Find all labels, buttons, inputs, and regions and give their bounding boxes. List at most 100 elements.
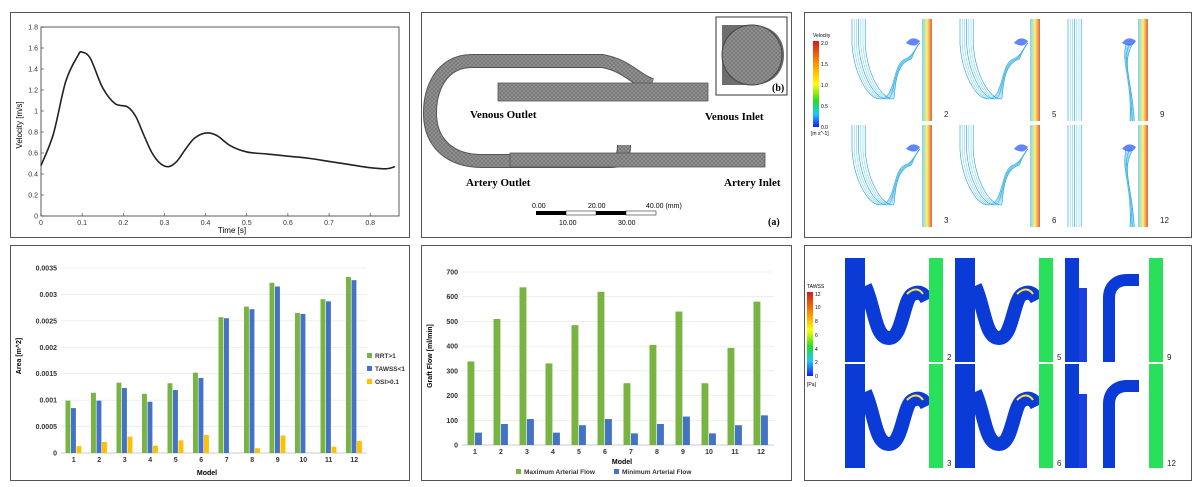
tawss-tile-model-6: 6 (955, 364, 1062, 468)
velocity-streamlines-figure: Velocity 2.0 1.5 1.0 0.5 0.0 [m s^-1] 2 5… (811, 19, 1169, 228)
flow-bar (657, 423, 664, 445)
velocity-ytick-label: 0.8 (28, 130, 38, 137)
geometry-diagram: Venous Outlet Venous Inlet Artery Outlet… (422, 16, 788, 228)
velocity-ytick-label: 0 (34, 214, 38, 221)
tawss-colorbar-tick: 8 (815, 319, 818, 325)
flow-legend-label: Minimum Arterial Flow (622, 469, 692, 476)
flow-xtick-label: 6 (603, 449, 607, 456)
scale-bar: 0.00 20.00 40.00 (mm) 10.00 30.00 (532, 203, 682, 227)
velocity-ytick-label: 0.6 (28, 151, 38, 158)
area-bar (193, 372, 198, 453)
flow-bar (623, 383, 631, 445)
flow-bar (571, 325, 579, 445)
area-bar (331, 446, 337, 453)
flow-bar (527, 419, 534, 445)
velocity-tile-model-3: 3 (851, 125, 949, 227)
area-bar (244, 306, 249, 453)
velocity-waveform-panel: 0 0.1 0.2 0.3 0.4 0.5 0.6 0.7 0.8 0 0.2 0.4 0.6 0.8 1 1… (10, 12, 410, 238)
velocity-tile-model-9: 9 (1067, 19, 1165, 122)
flow-ytick-label: 100 (446, 418, 458, 425)
area-bar (255, 448, 260, 453)
tawss-tile-model-9: 9 (1065, 258, 1172, 362)
flow-bar (579, 425, 586, 445)
velocity-line (40, 50, 396, 170)
area-xtick-label: 10 (299, 457, 307, 464)
flow-bar (761, 415, 768, 445)
area-xtick-label: 2 (97, 457, 101, 464)
cross-section-inset (715, 16, 788, 96)
velocity-colorbar (813, 41, 819, 127)
velocity-colorbar-tick: 0.0 (821, 125, 828, 131)
velocity-colorbar-unit: [m s^-1] (811, 131, 829, 137)
area-bar (102, 441, 107, 453)
area-legend-label: OSI>0.1 (375, 379, 399, 386)
area-bar (96, 400, 102, 453)
flow-xtick-label: 3 (525, 449, 529, 456)
flow-legend-swatch (516, 469, 521, 474)
velocity-xtick-label: 0.8 (365, 220, 375, 227)
flow-xtick-label: 4 (551, 449, 555, 456)
flow-ytick-label: 400 (446, 344, 458, 351)
flow-ytick-label: 0 (454, 443, 458, 450)
area-bar (178, 440, 184, 453)
area-xtick-label: 11 (325, 457, 333, 464)
scale-label-40: 40.00 (mm) (646, 203, 682, 210)
scale-label-30: 30.00 (618, 220, 636, 227)
area-ytick-label: 0.002 (39, 345, 57, 352)
area-bar (204, 435, 209, 453)
velocity-ytick-label: 1 (34, 109, 38, 116)
tawss-tile-model-5: 5 (955, 258, 1062, 362)
scale-label-10: 10.00 (559, 220, 577, 227)
area-bar (198, 377, 204, 453)
flow-bar (727, 347, 735, 445)
venous-outlet-label: Venous Outlet (470, 109, 537, 121)
area-bar (127, 436, 133, 453)
velocity-ytick-label: 1.8 (28, 25, 38, 32)
flow-bar (475, 432, 482, 445)
tawss-tile-model-12: 12 (1065, 364, 1176, 468)
area-bar (153, 445, 158, 453)
area-bar (116, 382, 122, 453)
flow-ytick-label: 200 (446, 393, 458, 400)
geometry-panel: Venous Outlet Venous Inlet Artery Outlet… (421, 12, 792, 238)
velocity-ytick-label: 0.2 (28, 193, 38, 200)
velocity-ytick-label: 1.6 (28, 46, 38, 53)
area-bar (218, 317, 224, 453)
area-ytick-label: 0.003 (39, 292, 57, 299)
tawss-tile-label: 2 (947, 353, 952, 362)
flow-legend-label: Maximum Arterial Flow (524, 469, 596, 476)
velocity-tile-label: 6 (1052, 216, 1057, 225)
area-bar (351, 280, 357, 453)
flow-xtick-label: 9 (681, 449, 685, 456)
flow-chart-panel: 0 100 200 300 400 500 600 700 1 2 3 4 5 6 7 8 9 10 11 12 Mo… (421, 245, 792, 481)
flow-xtick-label: 2 (499, 449, 503, 456)
area-legend-swatch (367, 379, 372, 384)
area-xtick-label: 3 (123, 457, 127, 464)
tawss-tile-label: 6 (1057, 459, 1062, 468)
area-bar (300, 313, 306, 453)
tawss-colorbar-tick: 4 (815, 347, 818, 353)
velocity-xtick-label: 0.1 (77, 220, 87, 227)
tawss-colorbar-unit: [Pa] (807, 382, 817, 388)
area-bar (346, 276, 351, 453)
velocity-ytick-label: 0.4 (28, 172, 38, 179)
velocity-tile-label: 3 (944, 216, 949, 225)
area-bar (320, 299, 326, 453)
artery-inlet-label: Artery Inlet (724, 177, 781, 189)
tawss-tile-model-3: 3 (845, 364, 952, 468)
area-bar (173, 390, 178, 453)
flow-xlabel: Model (612, 459, 632, 466)
velocity-colorbar-tick: 1.0 (821, 83, 828, 89)
area-ytick-label: 0.0005 (36, 424, 58, 431)
area-ytick-label: 0.0025 (36, 318, 58, 325)
flow-bar (631, 433, 638, 445)
flow-bar (605, 419, 612, 445)
area-bar (280, 435, 286, 453)
velocity-ylabel: Velocity [m/s] (15, 101, 24, 148)
artery-outlet-label: Artery Outlet (466, 177, 531, 189)
area-bar (224, 318, 229, 453)
flow-xtick-label: 7 (629, 449, 633, 456)
velocity-tile-model-12: 12 (1067, 125, 1169, 228)
flow-bar (545, 363, 553, 445)
